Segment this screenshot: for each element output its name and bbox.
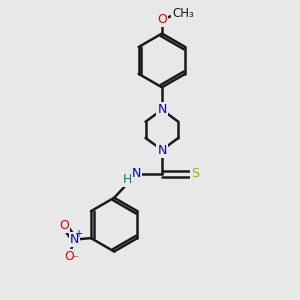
- Text: S: S: [191, 167, 199, 180]
- Text: N: N: [132, 167, 141, 180]
- Text: +: +: [74, 229, 82, 239]
- Text: N: N: [70, 233, 79, 246]
- Text: CH₃: CH₃: [172, 7, 194, 20]
- Text: O: O: [157, 13, 167, 26]
- Text: N: N: [157, 143, 167, 157]
- Text: O: O: [59, 219, 69, 232]
- Text: N: N: [157, 103, 167, 116]
- Text: O: O: [64, 250, 74, 263]
- Text: H: H: [123, 173, 132, 186]
- Text: ⁻: ⁻: [72, 254, 78, 264]
